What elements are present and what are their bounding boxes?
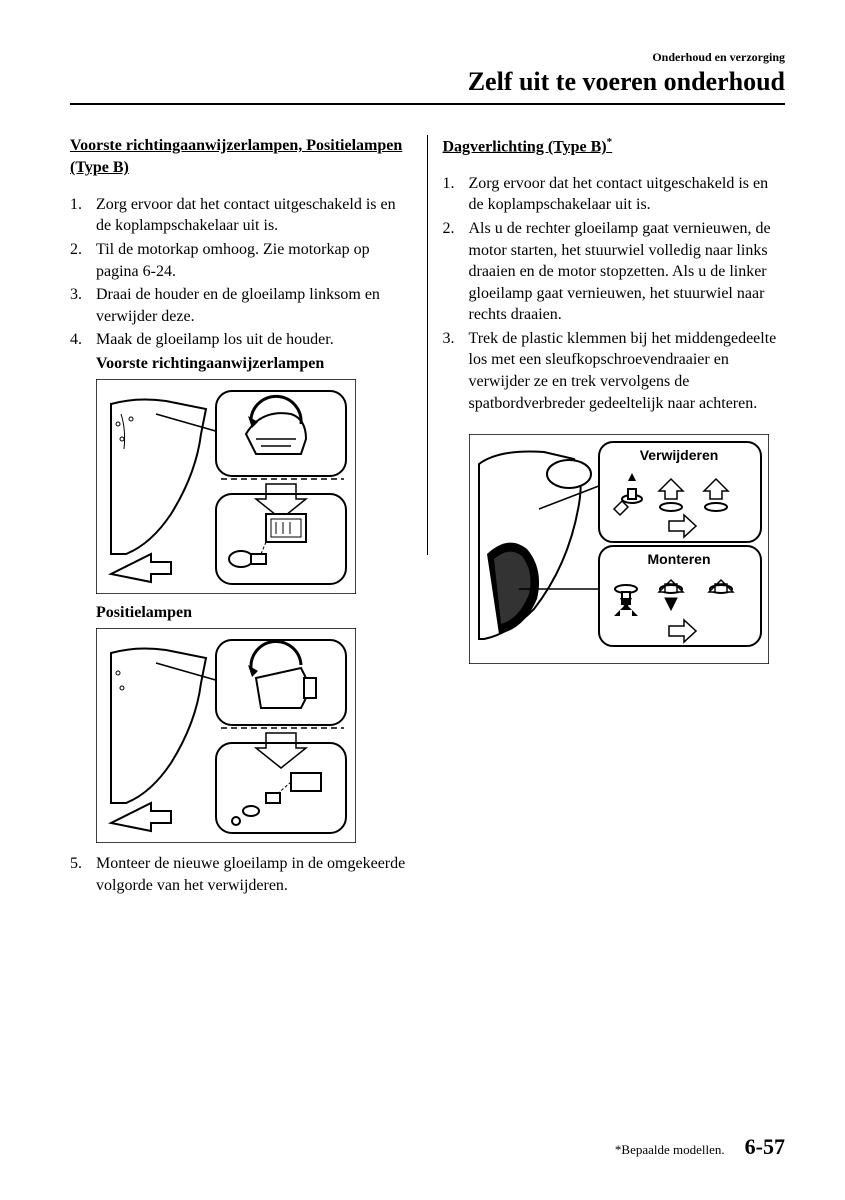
header-section: Zelf uit te voeren onderhoud xyxy=(70,67,785,97)
title-asterisk: * xyxy=(607,136,613,148)
step-item: Zorg ervoor dat het contact uitgeschakel… xyxy=(70,194,413,237)
header-chapter: Onderhoud en verzorging xyxy=(70,50,785,65)
sub-heading-2: Positielampen xyxy=(70,604,413,622)
title-text: Dagverlichting (Type B) xyxy=(443,138,607,155)
step-item: Maak de gloeilamp los uit de houder. xyxy=(70,329,413,351)
left-section-title: Voorste richtingaanwijzerlampen, Positie… xyxy=(70,135,413,180)
step-item: Trek de plastic klemmen bij het middenge… xyxy=(443,328,786,414)
step-item: Zorg ervoor dat het contact uitgeschakel… xyxy=(443,173,786,216)
diagram-clips: Verwijderen Monteren xyxy=(469,434,786,664)
content-columns: Voorste richtingaanwijzerlampen, Positie… xyxy=(70,135,785,898)
left-steps-list: Zorg ervoor dat het contact uitgeschakel… xyxy=(70,194,413,351)
diagram-position-lamp xyxy=(96,628,413,843)
header-divider xyxy=(70,103,785,105)
right-column: Dagverlichting (Type B)* Zorg ervoor dat… xyxy=(443,135,786,898)
sub-heading-1: Voorste richtingaanwijzerlampen xyxy=(70,355,413,373)
right-steps-list: Zorg ervoor dat het contact uitgeschakel… xyxy=(443,173,786,415)
diagram-turn-signal xyxy=(96,379,413,594)
step-item: Monteer de nieuwe gloeilamp in de omgeke… xyxy=(70,853,413,896)
column-separator xyxy=(427,135,428,555)
step-item: Als u de rechter gloeilamp gaat vernieuw… xyxy=(443,218,786,326)
svg-text:Verwijderen: Verwijderen xyxy=(639,447,718,463)
page-number: 6-57 xyxy=(745,1134,785,1160)
footnote: *Bepaalde modellen. xyxy=(615,1142,725,1158)
svg-text:Monteren: Monteren xyxy=(647,551,710,567)
page-footer: *Bepaalde modellen. 6-57 xyxy=(615,1134,785,1160)
left-column: Voorste richtingaanwijzerlampen, Positie… xyxy=(70,135,413,898)
step-item: Til de motorkap omhoog. Zie motorkap op … xyxy=(70,239,413,282)
left-steps-list-cont: Monteer de nieuwe gloeilamp in de omgeke… xyxy=(70,853,413,896)
page-header: Onderhoud en verzorging Zelf uit te voer… xyxy=(70,50,785,97)
step-item: Draai de houder en de gloeilamp linksom … xyxy=(70,284,413,327)
right-section-title: Dagverlichting (Type B)* xyxy=(443,135,786,159)
